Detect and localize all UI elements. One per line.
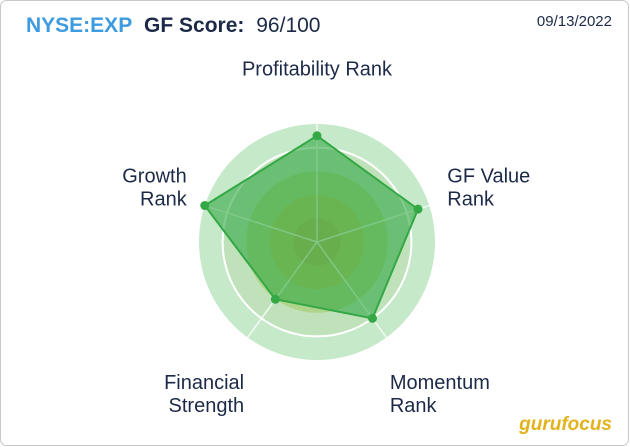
axis-label: GF Value <box>447 165 530 187</box>
date: 09/13/2022 <box>537 13 612 30</box>
axis-label: Rank <box>140 188 188 210</box>
point <box>367 313 377 323</box>
point <box>312 131 322 141</box>
score: 96/100 <box>256 14 320 37</box>
axis-label: Growth <box>122 165 186 187</box>
point <box>270 294 280 304</box>
ticker: NYSE:EXP <box>26 14 132 37</box>
chart-title: NYSE:EXP GF Score: 96/100 <box>26 14 320 37</box>
axis-label: Rank <box>390 395 438 417</box>
axis-label: Strength <box>169 395 245 417</box>
point <box>413 204 423 214</box>
axis-label: Rank <box>447 188 495 210</box>
axis-label: Profitability Rank <box>242 58 393 80</box>
point <box>200 201 210 211</box>
axis-label: Financial <box>164 372 244 394</box>
source-logo: gurufocus <box>518 414 612 435</box>
score-label: GF Score: <box>144 14 244 37</box>
score-area <box>203 134 420 320</box>
axis-label: Momentum <box>390 372 490 394</box>
